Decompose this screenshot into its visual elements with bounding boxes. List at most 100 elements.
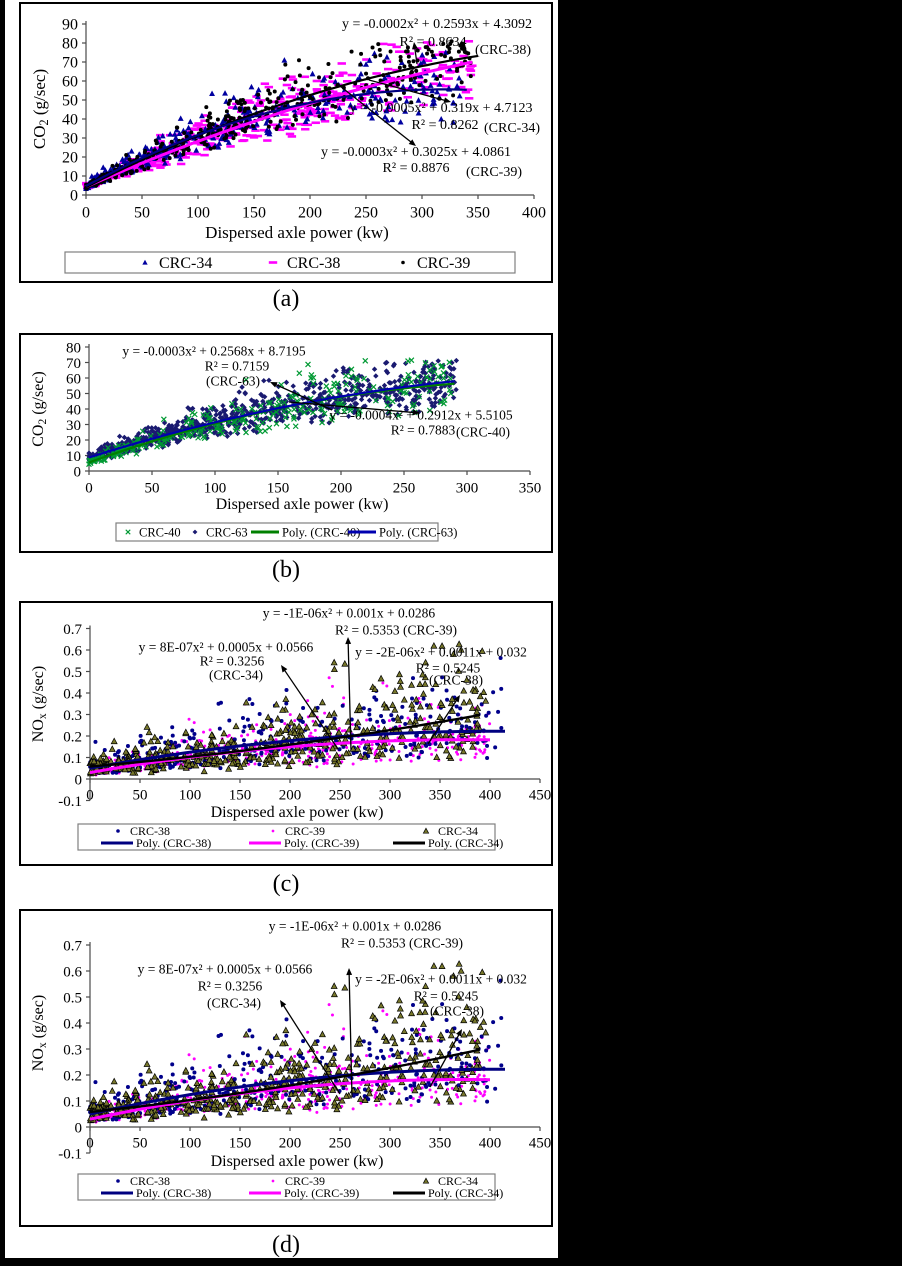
svg-text:(CRC-34): (CRC-34) — [207, 996, 261, 1011]
caption-b: (b) — [272, 557, 300, 583]
svg-text:CRC-39: CRC-39 — [285, 824, 325, 838]
svg-text:(CRC-34): (CRC-34) — [209, 668, 263, 683]
svg-text:300: 300 — [456, 480, 479, 496]
svg-text:90: 90 — [62, 17, 78, 34]
svg-text:(CRC-34): (CRC-34) — [484, 121, 540, 136]
svg-text:y = -0.0005x² + 0.319x + 4.712: y = -0.0005x² + 0.319x + 4.7123 — [349, 101, 532, 116]
svg-text:R² = 0.8262: R² = 0.8262 — [412, 118, 479, 133]
svg-text:10: 10 — [62, 169, 78, 186]
svg-text:-0.1: -0.1 — [58, 794, 82, 810]
trendline-CRC-38 — [89, 1067, 505, 1116]
svg-text:0: 0 — [86, 1135, 94, 1151]
svg-text:40: 40 — [66, 402, 81, 418]
svg-text:(CRC-39): (CRC-39) — [466, 165, 522, 180]
svg-text:CRC-34: CRC-34 — [159, 255, 212, 272]
svg-text:CRC-40: CRC-40 — [139, 525, 181, 539]
svg-text:80: 80 — [66, 340, 81, 356]
svg-text:Dispersed axle power (kw): Dispersed axle power (kw) — [216, 496, 389, 513]
svg-text:R² = 0.5245: R² = 0.5245 — [414, 989, 479, 1004]
svg-text:40: 40 — [62, 112, 78, 129]
caption-d: (d) — [272, 1232, 300, 1258]
axes: 0 10 20 30 40 50 60 70 80 90 0 50 100 150 200 250 300 350… — [30, 17, 546, 242]
svg-text:300: 300 — [379, 787, 402, 803]
svg-text:300: 300 — [410, 205, 434, 222]
svg-text:0: 0 — [75, 772, 83, 788]
svg-text:CRC-34: CRC-34 — [438, 824, 478, 838]
equation-annotations: y = -0.0002x² + 0.2593x + 4.3092 R² = 0.8… — [321, 17, 540, 180]
svg-text:0.2: 0.2 — [63, 729, 82, 745]
svg-text:100: 100 — [179, 1135, 202, 1151]
svg-text:y = -0.0003x² + 0.3025x + 4.08: y = -0.0003x² + 0.3025x + 4.0861 — [321, 145, 511, 160]
trendline-CRC-39 — [89, 738, 491, 775]
svg-text:350: 350 — [429, 1135, 452, 1151]
caption-a: (a) — [272, 286, 300, 312]
panel-b: 0 10 20 30 40 50 60 70 80 0 50 100 150 200 250 300 350 Di… — [19, 333, 553, 553]
svg-text:0: 0 — [82, 205, 90, 222]
legend: CRC-40 CRC-63 Poly. (CRC-40) Poly. (CRC-63) — [115, 522, 457, 542]
svg-text:(CRC-63): (CRC-63) — [206, 374, 260, 389]
series-CRC-34 — [86, 960, 490, 1124]
svg-text:0.7: 0.7 — [63, 938, 82, 954]
svg-text:60: 60 — [66, 371, 81, 387]
panel-c: -0.1 0 0.1 0.2 0.3 0.4 0.5 0.6 0.7 0 50 100 150 200 25… — [19, 601, 553, 866]
svg-text:0.6: 0.6 — [63, 964, 82, 980]
svg-text:y = -1E-06x² + 0.001x + 0.0286: y = -1E-06x² + 0.001x + 0.0286 — [269, 919, 442, 934]
svg-text:R² = 0.5245: R² = 0.5245 — [416, 661, 481, 676]
trendline-CRC-38 — [85, 60, 473, 189]
svg-text:30: 30 — [62, 131, 78, 148]
svg-text:0.5: 0.5 — [63, 990, 82, 1006]
svg-text:0.4: 0.4 — [63, 1016, 82, 1032]
svg-text:0.3: 0.3 — [63, 708, 82, 724]
svg-text:50: 50 — [145, 480, 160, 496]
svg-text:R² = 0.7883: R² = 0.7883 — [391, 423, 456, 438]
svg-text:y = 8E-07x² + 0.0005x + 0.0566: y = 8E-07x² + 0.0005x + 0.0566 — [138, 962, 313, 977]
svg-text:200: 200 — [298, 205, 322, 222]
svg-text:Poly. (CRC-34): Poly. (CRC-34) — [428, 836, 503, 850]
svg-text:60: 60 — [62, 74, 78, 91]
svg-text:Dispersed axle power (kw): Dispersed axle power (kw) — [205, 223, 389, 242]
trendline-CRC-39 — [85, 54, 479, 189]
svg-text:80: 80 — [62, 36, 78, 53]
svg-text:y = -1E-06x² + 0.001x + 0.0286: y = -1E-06x² + 0.001x + 0.0286 — [263, 606, 436, 621]
svg-text:0.2: 0.2 — [63, 1068, 82, 1084]
svg-text:(CRC-40): (CRC-40) — [456, 425, 510, 440]
svg-text:100: 100 — [186, 205, 210, 222]
svg-text:R² = 0.7159: R² = 0.7159 — [205, 359, 270, 374]
svg-text:250: 250 — [329, 787, 352, 803]
svg-text:400: 400 — [479, 787, 502, 803]
svg-text:150: 150 — [267, 480, 290, 496]
svg-text:400: 400 — [479, 1135, 502, 1151]
svg-text:0.4: 0.4 — [63, 686, 82, 702]
svg-text:R² = 0.8634: R² = 0.8634 — [400, 35, 467, 50]
scatter-points — [86, 357, 460, 468]
svg-text:300: 300 — [379, 1135, 402, 1151]
svg-text:CO2 (g/sec): CO2 (g/sec) — [30, 69, 51, 149]
svg-text:0.1: 0.1 — [63, 751, 82, 767]
trendline-CRC-34 — [89, 713, 481, 768]
svg-text:150: 150 — [242, 205, 266, 222]
svg-text:450: 450 — [529, 1135, 551, 1151]
svg-text:0: 0 — [86, 787, 94, 803]
svg-text:20: 20 — [62, 150, 78, 167]
svg-text:-0.1: -0.1 — [58, 1146, 82, 1162]
chart-c-svg: -0.100.10.20.30.40.50.60.70 50 100 150 200 25… — [30, 606, 551, 851]
trendline-CRC-34 — [85, 88, 467, 187]
trendline-CRC-63 — [88, 380, 455, 459]
svg-text:200: 200 — [330, 480, 353, 496]
svg-text:20: 20 — [66, 433, 81, 449]
svg-text:400: 400 — [522, 205, 546, 222]
trendlines — [85, 54, 479, 189]
svg-text:450: 450 — [529, 787, 551, 803]
axes: -0.100.10.20.30.40.50.60.70 50 100 150 200 25… — [30, 622, 551, 821]
svg-text:CRC-38: CRC-38 — [130, 1174, 170, 1188]
svg-text:0.7: 0.7 — [63, 622, 82, 638]
svg-text:CRC-39: CRC-39 — [285, 1174, 325, 1188]
svg-text:0.3: 0.3 — [63, 1042, 82, 1058]
equation-annotations: y = -1E-06x² + 0.001x + 0.0286 R² = 0.535… — [139, 606, 527, 751]
svg-text:150: 150 — [229, 787, 252, 803]
svg-text:Poly. (CRC-39): Poly. (CRC-39) — [284, 1186, 359, 1200]
svg-text:0.1: 0.1 — [63, 1094, 82, 1110]
